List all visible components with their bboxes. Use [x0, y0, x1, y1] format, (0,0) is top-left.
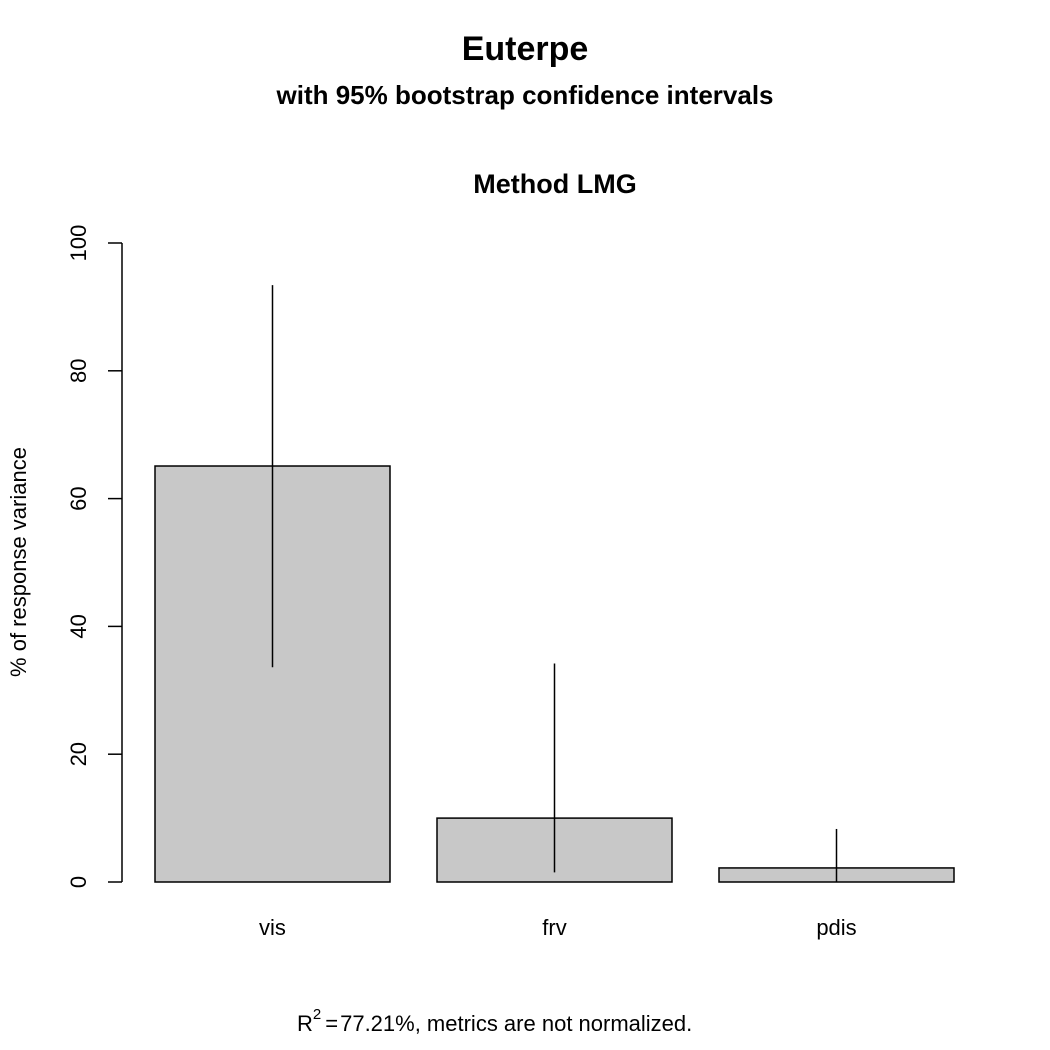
- chart-title: Euterpe: [462, 30, 589, 68]
- footer-r-superscript: 2: [313, 1006, 321, 1023]
- chart-subtitle: with 95% bootstrap confidence intervals: [276, 80, 774, 110]
- y-tick-label: 0: [66, 876, 91, 888]
- y-axis-ticks: 0 20 40 60 80 100: [66, 225, 122, 888]
- y-tick-label: 40: [66, 614, 91, 638]
- x-axis-tick-labels: vis frv pdis: [259, 915, 857, 940]
- y-axis-label: % of response variance: [6, 447, 31, 677]
- x-tick-label-frv: frv: [542, 915, 566, 940]
- y-tick-label: 60: [66, 486, 91, 510]
- y-tick-label: 80: [66, 359, 91, 383]
- x-tick-label-vis: vis: [259, 915, 286, 940]
- footer-equals: =: [325, 1011, 338, 1036]
- y-tick-label: 100: [66, 225, 91, 262]
- footer-r-label: R: [297, 1011, 313, 1036]
- footer-note: R2 =77.21%, metrics are not normalized.: [297, 1006, 692, 1036]
- y-tick-label: 20: [66, 742, 91, 766]
- x-tick-label-pdis: pdis: [816, 915, 856, 940]
- footer-text: 77.21%, metrics are not normalized.: [340, 1011, 692, 1036]
- plot-title: Method LMG: [473, 169, 636, 199]
- confidence-intervals: [271, 285, 838, 882]
